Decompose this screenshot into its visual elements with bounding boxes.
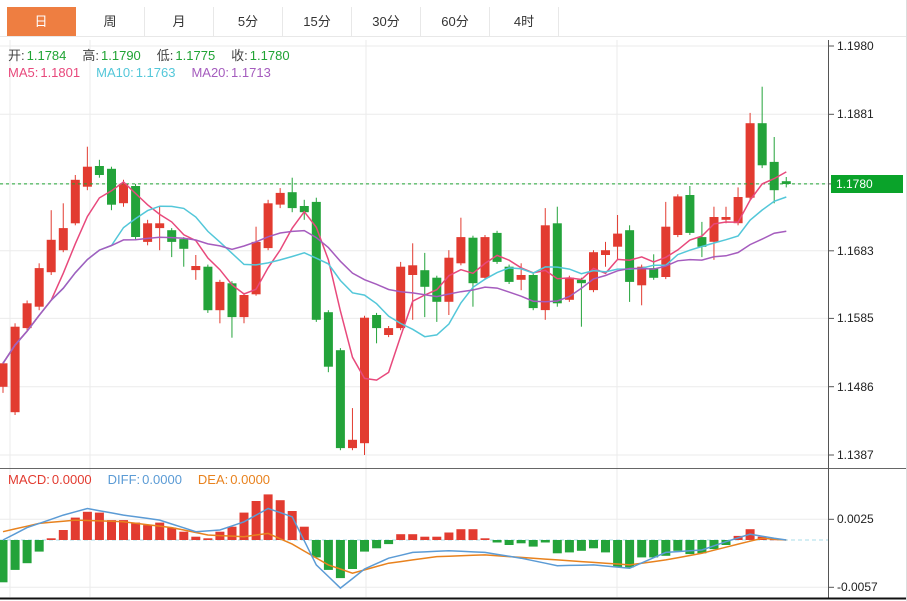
tab-7[interactable]: 60分 [421, 7, 490, 36]
tab-3[interactable]: 月 [145, 7, 214, 36]
ohlc-low: 低: 1.1775 [156, 48, 216, 63]
macd-value: MACD: 0.0000 [8, 472, 92, 487]
tab-1[interactable]: 日 [7, 7, 76, 36]
tab-2[interactable]: 周 [76, 7, 145, 36]
macd-legend: MACD: 0.0000 DIFF: 0.0000 DEA: 0.0000 [8, 472, 270, 487]
price-axis-tick: 1.1980 [837, 39, 874, 53]
ma-legend: MA5: 1.1801 MA10: 1.1763 MA20: 1.1713 [8, 65, 271, 80]
macd-axis-tick: -0.0057 [837, 580, 878, 595]
main-candlestick-chart [0, 40, 834, 468]
ohlc-close: 收: 1.1780 [231, 48, 290, 63]
price-axis-tick: 1.1585 [837, 311, 874, 326]
tab-5[interactable]: 15分 [283, 7, 352, 36]
price-axis-tick: 1.1683 [837, 243, 874, 258]
diff-value: DIFF: 0.0000 [107, 472, 182, 487]
dea-value: DEA: 0.0000 [197, 472, 271, 487]
price-axis-tick: 1.1486 [837, 379, 874, 394]
ma5-legend: MA5: 1.1801 [8, 65, 81, 80]
ohlc-legend: 开: 1.1784 高: 1.1790 低: 1.1775 收: 1.1780 [8, 45, 290, 64]
ma10-legend: MA10: 1.1763 [96, 65, 176, 80]
timeframe-tab-bar: 日周月 5分 15分 30分 60分 4时 [0, 0, 906, 37]
tab-8[interactable]: 4时 [490, 7, 559, 36]
price-axis-tick: 1.1387 [837, 448, 874, 462]
macd-indicator-chart [0, 468, 906, 600]
macd-axis-tick: 0.0025 [837, 512, 874, 527]
ma20-legend: MA20: 1.1713 [191, 65, 271, 80]
ohlc-high: 高: 1.1790 [82, 48, 141, 63]
current-price-label: 1.1780 [831, 174, 903, 193]
price-axis-tick: 1.1881 [837, 107, 874, 122]
ohlc-open: 开: 1.1784 [8, 48, 67, 63]
tab-6[interactable]: 30分 [352, 7, 421, 36]
tab-4[interactable]: 5分 [214, 7, 283, 36]
